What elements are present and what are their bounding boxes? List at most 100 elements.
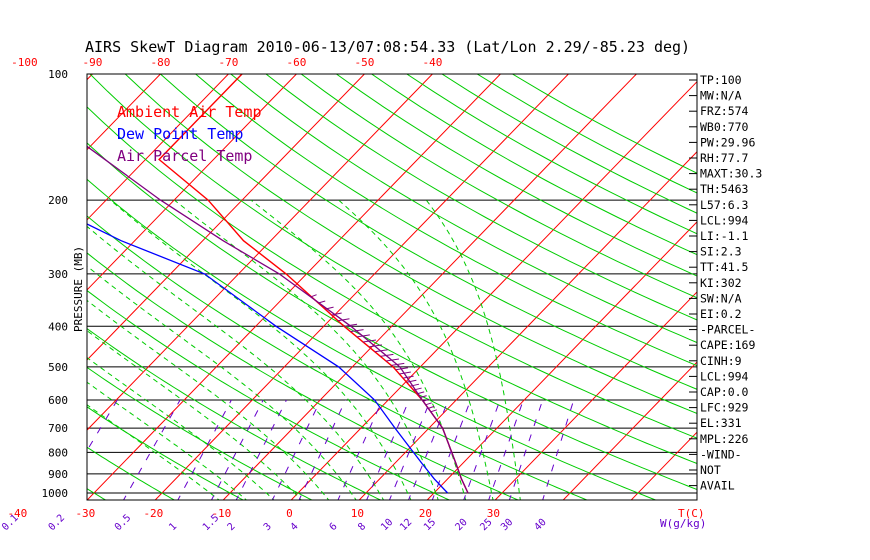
moist-adiabat: [110, 199, 412, 500]
cape-hatch: [368, 344, 383, 348]
index-item: LCL:994: [700, 369, 749, 383]
bottom-temp-tick-label: -20: [143, 507, 163, 520]
top-temp-tick-label: -50: [354, 56, 374, 69]
cape-hatch: [413, 387, 422, 391]
dry-adiabat: [87, 142, 697, 491]
legend-entry: Dew Point Temp: [117, 125, 243, 143]
cape-hatch: [402, 375, 414, 379]
index-item: NOT: [700, 463, 721, 477]
index-item: CINH:9: [700, 354, 742, 368]
moist-adiabat: [87, 404, 220, 500]
top-temp-tick-label: -40: [422, 56, 442, 69]
dry-adiabat: [265, 74, 697, 321]
index-item: WB0:770: [700, 120, 749, 134]
pressure-tick-label: 700: [48, 422, 68, 435]
cape-hatch: [416, 391, 425, 395]
bottom-temp-tick-label: -40: [7, 507, 27, 520]
index-item: TH:5463: [700, 182, 749, 196]
cape-hatch: [406, 379, 417, 383]
mixing-ratio-label: 30: [499, 517, 515, 533]
dry-adiabat: [87, 178, 657, 500]
pressure-tick-label: 500: [48, 361, 68, 374]
index-item: EL:331: [700, 416, 742, 430]
moist-adiabat: [87, 299, 330, 500]
isotherm-line: [87, 74, 297, 291]
mixing-ratio-label: 12: [398, 517, 414, 533]
isotherm-line: [87, 74, 433, 431]
dry-adiabat: [87, 215, 589, 500]
moist-adiabat: [174, 199, 439, 500]
mixing-ratio-line: [366, 399, 410, 500]
isotherm-line: [562, 361, 697, 500]
index-item: TT:41.5: [700, 260, 748, 274]
index-item: TP:100: [700, 73, 742, 87]
moist-adiabat: [87, 381, 248, 500]
dry-adiabat: [160, 74, 697, 390]
mixing-ratio-label: 40: [532, 517, 548, 533]
pressure-tick-label: 800: [48, 446, 68, 459]
moist-adiabat: [87, 265, 357, 500]
top-temp-tick-label: -70: [218, 56, 238, 69]
cape-hatch: [419, 395, 427, 399]
bottom-temp-tick-label: 20: [419, 507, 432, 520]
mixing-ratio-label: 6: [328, 521, 340, 533]
cape-hatch: [362, 339, 377, 343]
dry-adiabat: [87, 106, 697, 465]
mixing-ratio-label: 4: [289, 521, 301, 533]
index-item: -PARCEL-: [700, 323, 755, 337]
index-item: LFC:929: [700, 401, 749, 415]
temp-unit-label: T(C): [678, 507, 705, 520]
mixing-ratio-line: [122, 399, 181, 500]
index-item: LI:-1.1: [700, 229, 749, 243]
mixing-ratio-line: [271, 399, 321, 500]
cape-hatch: [399, 371, 411, 375]
bottom-temp-tick-label: -30: [75, 507, 95, 520]
cape-hatch: [350, 329, 364, 333]
top-temp-tick-label: -90: [82, 56, 102, 69]
cape-hatch: [331, 312, 342, 316]
bottom-temp-tick-label: -10: [211, 507, 231, 520]
index-item: CAPE:169: [700, 338, 755, 352]
cape-hatch: [344, 323, 358, 327]
index-item: MW:N/A: [700, 89, 742, 103]
cape-hatch: [391, 362, 405, 366]
series-line-air-parcel-temp: [87, 145, 469, 494]
dry-adiabat: [89, 74, 697, 439]
dry-adiabat: [371, 74, 697, 256]
index-item: MAXT:30.3: [700, 167, 762, 181]
index-item: CAP:0.0: [700, 385, 749, 399]
cape-hatch: [356, 334, 370, 338]
pressure-tick-label: 100: [48, 68, 68, 81]
index-item: SI:2.3: [700, 245, 742, 259]
moist-adiabat: [338, 199, 494, 500]
moist-adiabat: [87, 225, 385, 500]
mixing-ratio-line: [407, 399, 449, 500]
plot-frame: [86, 73, 698, 501]
pressure-tick-label: 1000: [42, 487, 69, 500]
index-item: KI:302: [700, 276, 742, 290]
cape-hatch: [409, 383, 420, 387]
cape-hatch: [395, 367, 409, 371]
mixing-ratio-label: 20: [453, 517, 469, 533]
mixing-ratio-line: [508, 399, 544, 500]
cape-hatch: [430, 409, 437, 413]
top-temp-tick-label: -100: [11, 56, 38, 69]
dry-adiabat: [195, 74, 697, 367]
isotherm-line: [87, 74, 365, 361]
dry-adiabat: [87, 488, 107, 500]
moist-adiabat: [87, 330, 302, 500]
legend-entry: Ambient Air Temp: [117, 103, 262, 121]
cape-hatch: [425, 402, 432, 406]
cape-hatch: [380, 353, 394, 357]
pressure-tick-label: 300: [48, 268, 68, 281]
cape-hatch: [318, 300, 326, 304]
data-layer: [87, 74, 469, 494]
mixing-ratio-line: [177, 399, 232, 500]
cape-hatch: [337, 318, 350, 322]
index-item: SW:N/A: [700, 291, 742, 305]
isotherm-line: [494, 291, 697, 500]
index-item: MPL:226: [700, 432, 749, 446]
mixing-ratio-label: 2: [226, 521, 238, 533]
index-item: LCL:994: [700, 213, 749, 227]
